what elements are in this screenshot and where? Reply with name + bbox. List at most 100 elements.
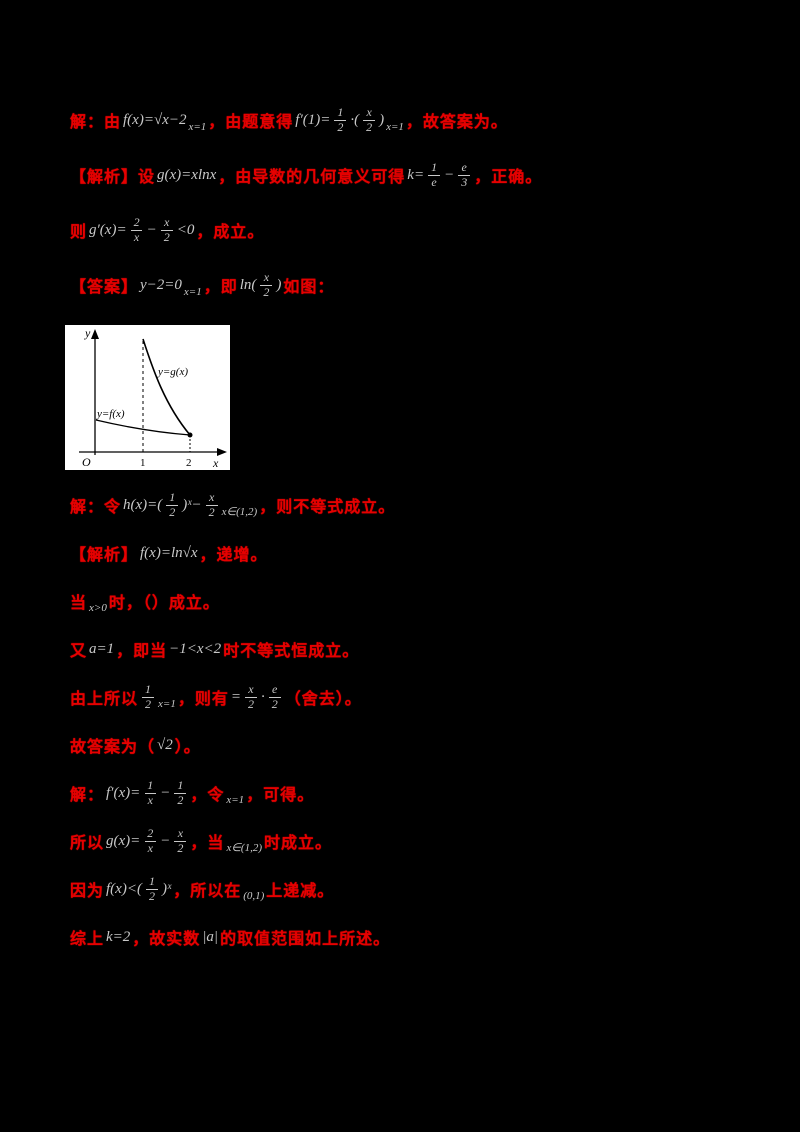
math-expression: f′(1)=: [295, 111, 331, 128]
answer-text: 【解析】: [70, 547, 139, 564]
answer-text: 时成立。: [263, 835, 332, 852]
solution-line: 解： f′(x)= 1 x −1 2 ，令 x=1 ，可得。: [70, 778, 750, 808]
answer-text: 综上: [70, 931, 105, 948]
answer-text: ，则有: [177, 691, 229, 708]
math-expression: −: [146, 221, 157, 238]
answer-text: （舍去）。: [284, 691, 362, 708]
curve-g: [142, 338, 191, 436]
tick-label-2: 2: [186, 457, 192, 469]
answer-text: ，则不等式成立。: [259, 499, 396, 516]
answer-text: 因为: [70, 883, 105, 900]
math-expression: x=1: [226, 794, 245, 806]
answer-text: ，所以在: [173, 883, 242, 900]
math-expression: x=1: [158, 698, 176, 710]
curve-f-label: y=f(x): [96, 408, 125, 420]
solution-lines-top: 解：由 f(x)=√x−2 x=1 ，由题意得 f′(1)= 1 2 ·(x 2) x=1 ，故答案…: [70, 105, 750, 300]
answer-text: ，当: [190, 835, 225, 852]
math-expression: x∈(1,2): [226, 842, 262, 854]
answer-text: 当: [70, 595, 88, 612]
answer-text: 【解析】设: [70, 169, 156, 186]
math-expression: −: [444, 166, 455, 183]
y-axis-arrow-icon: [91, 329, 99, 339]
answer-text: 上递减。: [266, 883, 335, 900]
solution-line: 又 a=1 ，即当 −1<x<2 时不等式恒成立。: [70, 634, 750, 664]
math-expression: −: [160, 784, 171, 801]
math-expression: x>0: [89, 602, 107, 614]
answer-text: ，即当: [116, 643, 168, 660]
answer-text: ，由题意得: [208, 114, 294, 131]
math-expression: x∈(1,2): [221, 506, 258, 518]
answer-text: 解：: [70, 787, 105, 804]
math-expression: ): [276, 276, 282, 293]
answer-text: ，故答案为。: [405, 114, 508, 131]
answer-text: 解：令: [70, 499, 122, 516]
solution-line: 所以 g(x)= 2 x − x 2 ，当 x∈(1,2) 时成立。: [70, 826, 750, 856]
answer-text: 故答案为（: [70, 739, 156, 756]
math-expression: h(x)=(: [123, 496, 163, 513]
y-axis-label: y: [84, 326, 91, 340]
document-page: 解：由 f(x)=√x−2 x=1 ，由题意得 f′(1)= 1 2 ·(x 2) x=1 ，故答案…: [65, 0, 750, 970]
x-axis-arrow-icon: [217, 448, 227, 456]
math-expression: ·(: [350, 111, 360, 128]
answer-text: 时不等式恒成立。: [223, 643, 360, 660]
solution-lines-bottom: 解：令 h(x)=(1 2)ˣ− x 2 x∈(1,2) ，则不等式成立。 【解析】 f(x)=…: [70, 490, 750, 952]
math-expression: k=2: [106, 928, 131, 945]
solution-line: 综上 k=2 ，故实数 |a| 的取值范围如上所述。: [70, 922, 750, 952]
answer-text: 如图：: [283, 279, 335, 296]
math-expression: f(x)=√x−2: [123, 111, 187, 128]
solution-line: 因为 f(x)<(1 2)ˣ ，所以在 (0,1) 上递减。: [70, 874, 750, 904]
math-expression: <0: [176, 221, 195, 238]
origin-label: O: [82, 455, 91, 469]
math-expression: g′(x)=: [89, 221, 127, 238]
solution-line: 由上所以 1 2 x=1 ，则有 = x 2 · e 2 （舍去）。: [70, 682, 750, 712]
math-expression: )ˣ−: [182, 496, 202, 513]
solution-line: 解：令 h(x)=(1 2)ˣ− x 2 x∈(1,2) ，则不等式成立。: [70, 490, 750, 520]
solution-line: 解：由 f(x)=√x−2 x=1 ，由题意得 f′(1)= 1 2 ·(x 2) x=1 ，故答案…: [70, 105, 750, 135]
answer-text: 则: [70, 224, 88, 241]
math-expression: −: [160, 832, 171, 849]
solution-line: 【解析】 f(x)=ln√x ，递增。: [70, 538, 750, 568]
solution-line: 【解析】设 g(x)=xlnx ，由导数的几何意义可得 k= 1 e − e 3 ，正确。: [70, 160, 750, 190]
math-expression: =: [230, 688, 241, 705]
answer-text: 时，（）成立。: [108, 595, 220, 612]
math-expression: x=1: [183, 286, 202, 298]
answer-text: 【答案】: [70, 279, 139, 296]
math-expression: f′(x)=: [106, 784, 141, 801]
answer-text: ，递增。: [199, 547, 268, 564]
answer-text: ）。: [174, 739, 201, 756]
curve-f: [95, 419, 191, 436]
answer-text: ，可得。: [246, 787, 315, 804]
answer-text: ，故实数: [132, 931, 201, 948]
math-expression: ·: [260, 688, 265, 705]
solution-line: 则 g′(x)= 2 x − x 2 <0 ，成立。: [70, 215, 750, 245]
answer-text: ，成立。: [196, 224, 265, 241]
math-expression: √2: [157, 736, 173, 753]
solution-line: 当 x>0 时，（）成立。: [70, 586, 750, 616]
answer-text: ，令: [190, 787, 225, 804]
math-expression: a=1: [89, 640, 115, 657]
math-expression: (0,1): [243, 890, 265, 902]
math-expression: ln(: [239, 276, 257, 293]
function-graph: y x O 1 2 y=g(x) y=f(x): [65, 325, 230, 470]
solution-line: 【答案】 y−2=0 x=1 ，即 ln(x 2) 如图：: [70, 270, 750, 300]
answer-text: 又: [70, 643, 88, 660]
math-expression: y−2=0: [140, 276, 182, 293]
x-axis-label: x: [212, 456, 219, 470]
solution-line: 故答案为（ √2）。: [70, 730, 750, 760]
curve-g-label: y=g(x): [157, 366, 188, 378]
answer-text: 由上所以: [70, 691, 139, 708]
math-expression: )ˣ: [161, 880, 172, 897]
